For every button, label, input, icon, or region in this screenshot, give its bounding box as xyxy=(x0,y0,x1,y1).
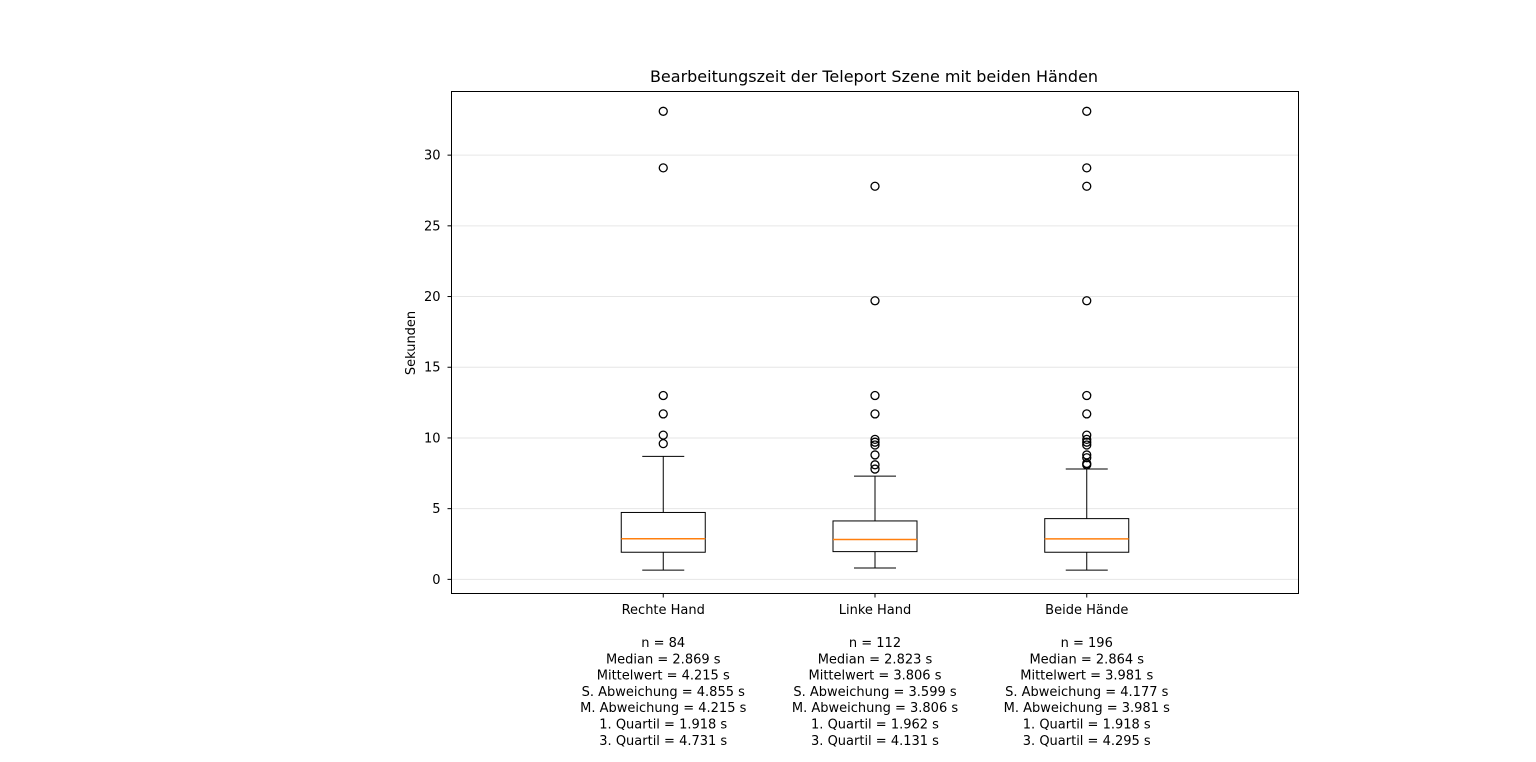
box-group xyxy=(620,106,706,571)
outlier-point xyxy=(1082,450,1092,460)
y-tick-label: 15 xyxy=(424,361,441,376)
outlier-point xyxy=(870,434,880,445)
box-group xyxy=(1044,106,1130,571)
iqr-box xyxy=(1044,518,1130,553)
stats-line: M. Abweichung = 4.215 s xyxy=(580,701,746,716)
stats-line: Median = 2.823 s xyxy=(818,652,933,667)
stats-line: S. Abweichung = 4.177 s xyxy=(1005,685,1169,700)
outlier-point xyxy=(870,296,880,306)
y-tick-label: 5 xyxy=(432,502,440,517)
outlier-point xyxy=(1082,181,1092,191)
y-tick-label: 10 xyxy=(424,431,441,446)
outlier-point xyxy=(658,438,668,449)
outlier-point xyxy=(658,430,668,440)
stats-line: M. Abweichung = 3.981 s xyxy=(1004,701,1170,716)
outlier-point xyxy=(1082,106,1092,116)
y-tick-label: 20 xyxy=(424,290,441,305)
outlier-point xyxy=(658,163,668,173)
stats-line: n = 196 xyxy=(1061,636,1113,651)
stats-line: 1. Quartil = 1.918 s xyxy=(599,718,727,733)
outlier-point xyxy=(1082,390,1092,401)
stats-line: S. Abweichung = 4.855 s xyxy=(582,685,746,700)
stats-line: 3. Quartil = 4.131 s xyxy=(811,734,939,749)
outlier-point xyxy=(1082,430,1092,440)
y-axis: 0 5 10 15 20 25 30 xyxy=(424,149,452,588)
iqr-box xyxy=(832,520,918,553)
chart-title: Bearbeitungszeit der Teleport Szene mit … xyxy=(650,67,1098,86)
outlier-point xyxy=(870,450,880,460)
outlier-point xyxy=(870,390,880,401)
outlier-point xyxy=(870,460,880,470)
iqr-box xyxy=(620,511,706,553)
stats-line: n = 112 xyxy=(849,636,901,651)
stats-line: S. Abweichung = 3.599 s xyxy=(793,685,957,700)
stats-line: Median = 2.869 s xyxy=(606,652,721,667)
y-tick-label: 30 xyxy=(424,149,441,164)
stats-line: Mittelwert = 4.215 s xyxy=(597,669,730,684)
stats-line: Median = 2.864 s xyxy=(1029,652,1144,667)
outlier-point xyxy=(1082,296,1092,306)
outlier-point xyxy=(658,390,668,401)
stats-line: 3. Quartil = 4.295 s xyxy=(1023,734,1151,749)
outlier-point xyxy=(1082,434,1092,445)
y-axis-label: Sekunden xyxy=(404,311,419,375)
stats-line: n = 84 xyxy=(641,636,685,651)
stats-line: Mittelwert = 3.981 s xyxy=(1020,669,1153,684)
outlier-point xyxy=(1082,437,1092,447)
stats-line: M. Abweichung = 3.806 s xyxy=(792,701,958,716)
stats-line: 1. Quartil = 1.918 s xyxy=(1023,718,1151,733)
y-tick-label: 25 xyxy=(424,219,441,234)
outlier-point xyxy=(658,106,668,116)
x-tick-label: Beide Hände xyxy=(1045,603,1128,618)
outlier-point xyxy=(1082,453,1092,463)
outlier-point xyxy=(658,409,668,419)
outlier-point xyxy=(1082,163,1092,173)
outlier-point xyxy=(870,409,880,419)
x-tick-label: Linke Hand xyxy=(839,603,912,618)
outlier-point xyxy=(870,440,880,450)
box-series xyxy=(620,106,1130,571)
stats-line: 1. Quartil = 1.962 s xyxy=(811,718,939,733)
y-tick-label: 0 xyxy=(432,573,440,588)
box-group xyxy=(832,181,918,569)
outlier-point xyxy=(1082,409,1092,419)
outlier-point xyxy=(870,437,880,447)
stats-line: Mittelwert = 3.806 s xyxy=(809,669,942,684)
outlier-point xyxy=(1082,440,1092,450)
stats-line: 3. Quartil = 4.731 s xyxy=(599,734,727,749)
outlier-point xyxy=(870,181,880,191)
outlier-point xyxy=(870,464,880,474)
x-tick-label: Rechte Hand xyxy=(622,603,705,618)
